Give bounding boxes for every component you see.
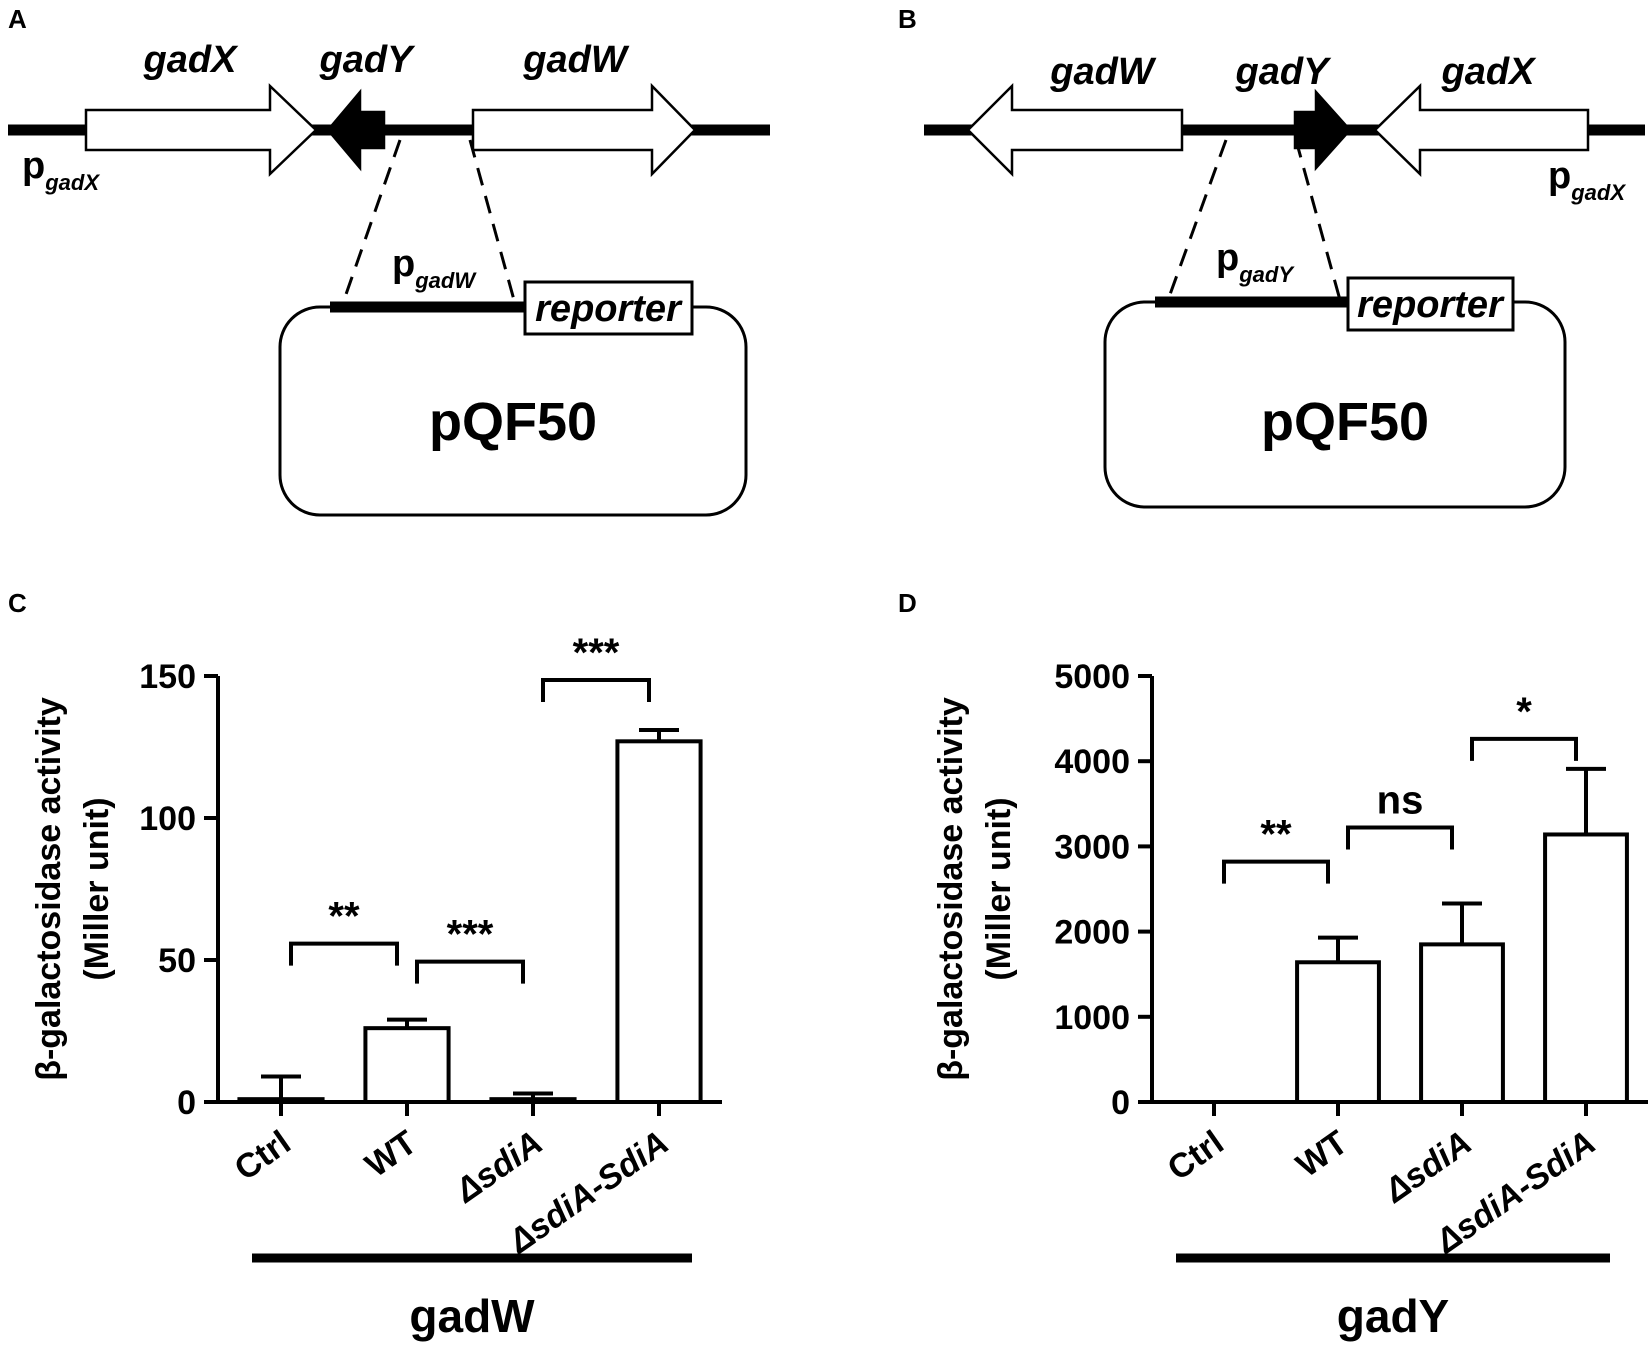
group-label: gadW <box>409 1290 535 1342</box>
reporter-label: reporter <box>535 288 683 330</box>
x-category-label: Ctrl <box>228 1123 298 1188</box>
y-tick-label: 2000 <box>1054 914 1130 952</box>
gene-label-gady: gadY <box>319 39 417 81</box>
y-tick-label: 0 <box>1111 1084 1130 1122</box>
gene-label-gadx: gadX <box>1441 51 1538 93</box>
gene-label-gadw: gadW <box>522 39 630 81</box>
bar <box>1295 960 1381 1104</box>
significance-bracket <box>415 959 525 984</box>
bar <box>237 1097 325 1105</box>
x-category-label: ΔsdiA <box>1376 1123 1478 1211</box>
significance-label: * <box>1516 690 1532 734</box>
plasmid-label: pQF50 <box>1261 392 1429 452</box>
panel-a: A gadX gadY gadW pgadX pgadW reporter pQ… <box>8 4 770 517</box>
promoter-label-gadx: pgadX <box>22 145 100 195</box>
reporter-box <box>1346 276 1515 332</box>
insert-label-pgady: pgadY <box>1216 237 1295 287</box>
y-tick-label: 0 <box>177 1084 196 1122</box>
panel-letter-b: B <box>898 4 917 34</box>
dashed-line <box>468 139 516 301</box>
significance-bracket <box>541 677 651 702</box>
gady-arrow <box>1293 88 1352 172</box>
chart-c: 0 50 100 150 β-galactosidase activity (Miller… <box>30 631 722 1342</box>
significance-label: *** <box>573 631 620 675</box>
gadw-arrow <box>966 82 1184 178</box>
significance-label: ** <box>328 895 360 939</box>
x-category-label: WT <box>358 1123 423 1185</box>
x-category-label: Ctrl <box>1161 1123 1231 1188</box>
significance-label: ns <box>1377 778 1424 822</box>
group-label: gadY <box>1337 1290 1449 1342</box>
y-tick-label: 5000 <box>1054 658 1130 696</box>
plasmid-label: pQF50 <box>429 392 597 452</box>
significance-bracket <box>289 941 399 966</box>
y-tick-label: 150 <box>139 658 196 696</box>
y-tick-label: 100 <box>139 800 196 838</box>
significance-bracket <box>1346 825 1454 850</box>
x-category-label: WT <box>1289 1123 1354 1185</box>
x-category-label: ΔsdiA <box>447 1123 549 1211</box>
gene-label-gadw: gadW <box>1049 51 1157 93</box>
insert-label-pgadw: pgadW <box>392 243 477 293</box>
gady-arrow <box>326 88 386 172</box>
significance-label: ** <box>1260 813 1292 857</box>
y-tick-label: 1000 <box>1054 999 1130 1037</box>
panel-letter-d: D <box>898 588 917 618</box>
panel-b: B gadW gadY gadX pgadX pgadY reporter pQ… <box>898 4 1645 509</box>
panel-letter-c: C <box>8 588 27 618</box>
reporter-label: reporter <box>1357 284 1505 326</box>
bar <box>615 739 703 1104</box>
promoter-label-gadx: pgadX <box>1548 155 1626 205</box>
gene-label-gady: gadY <box>1235 51 1333 93</box>
gadx-arrow <box>84 83 318 177</box>
gadx-arrow <box>1373 83 1590 177</box>
gene-label-gadx: gadX <box>143 39 240 81</box>
y-tick-label: 3000 <box>1054 828 1130 866</box>
y-tick-label: 4000 <box>1054 743 1130 781</box>
bar <box>1419 942 1505 1104</box>
gadw-arrow <box>471 82 697 178</box>
panel-letter-a: A <box>8 4 27 34</box>
chart-d: 0 1000 2000 3000 4000 5000 β-galactosidase act… <box>932 658 1648 1342</box>
bar <box>489 1097 577 1105</box>
y-tick-label: 50 <box>158 942 196 980</box>
y-axis-label: β-galactosidase activity <box>932 697 970 1081</box>
y-axis-label: (Miller unit) <box>980 797 1018 980</box>
bar <box>363 1026 451 1105</box>
y-axis-label: (Miller unit) <box>78 797 116 980</box>
reporter-box <box>523 280 694 336</box>
significance-label: *** <box>447 913 494 957</box>
significance-bracket <box>1470 736 1578 761</box>
significance-bracket <box>1222 859 1330 884</box>
bar <box>1543 832 1629 1104</box>
y-axis-label: β-galactosidase activity <box>30 697 68 1081</box>
